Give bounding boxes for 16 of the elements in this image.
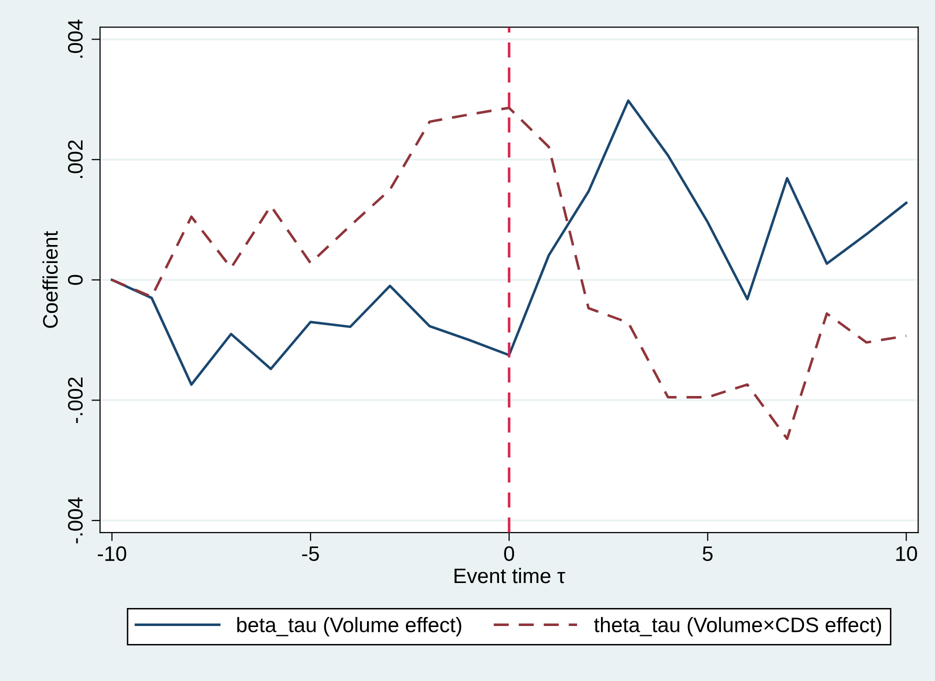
y-tick-label: .002 [68, 140, 83, 178]
x-tick-label: 10 [896, 546, 918, 562]
y-tick-label: -.002 [68, 378, 83, 424]
y-tick-label: .004 [68, 20, 83, 58]
x-axis-title: Event time τ [454, 568, 566, 584]
x-tick-label: 0 [504, 546, 514, 562]
x-tick-label: -10 [98, 546, 126, 562]
y-tick-label: 0 [68, 274, 83, 285]
y-axis-title: Coefficient [42, 231, 58, 328]
y-tick-label: -.004 [68, 497, 83, 544]
x-tick-label: 5 [702, 546, 713, 562]
x-tick-label: -5 [302, 546, 319, 562]
line-series [110, 99, 908, 386]
legend-label: theta_tau (Volume×CDS effect) [594, 616, 882, 636]
legend-label: beta_tau (Volume effect) [237, 616, 462, 636]
line-series [110, 106, 908, 440]
